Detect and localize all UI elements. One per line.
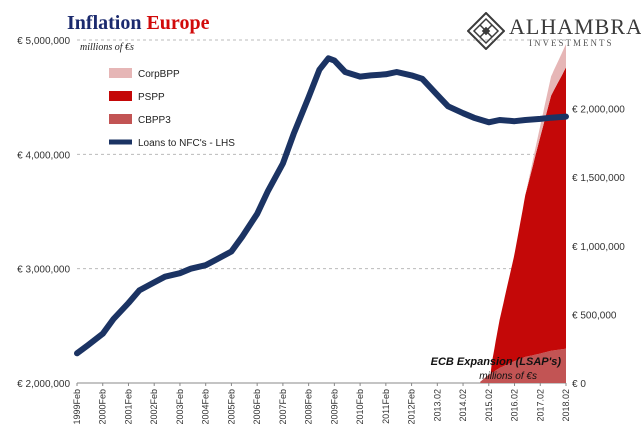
legend-label: Loans to NFC's - LHS: [138, 138, 235, 149]
right-axis: € 0 € 500,000 € 1,000,000 € 1,500,000 € 2,00…: [572, 105, 625, 390]
legend-label: CorpBPP: [138, 69, 180, 80]
x-tick-label: 2007Feb: [278, 389, 288, 425]
annotation-line-2: millions of €s: [479, 371, 537, 382]
x-tick-label: 2016.02: [510, 389, 520, 422]
legend-label: CBPP3: [138, 115, 171, 126]
title-part-1: Inflation: [67, 12, 142, 34]
x-tick-label: 2000Feb: [98, 389, 108, 425]
legend-label: PSPP: [138, 92, 165, 103]
left-tick-label: € 3,000,000: [17, 265, 70, 276]
x-tick-label: 2009Feb: [329, 389, 339, 425]
x-tick-label: 2014.02: [458, 389, 468, 422]
x-tick-label: 2003Feb: [175, 389, 185, 425]
x-tick-label: 2017.02: [535, 389, 545, 422]
alhambra-logo: ALHAMBRA INVESTMENTS: [467, 10, 641, 54]
loans-line: [74, 55, 569, 357]
legend-swatch: [109, 114, 132, 124]
annotation: ECB Expansion (LSAP's) millions of €s: [431, 356, 562, 382]
area-layer: [480, 44, 566, 383]
logo-name: ALHAMBRA: [509, 14, 641, 39]
legend-swatch: [109, 91, 132, 101]
left-tick-label: € 4,000,000: [17, 150, 70, 161]
corpbpp-area: [480, 44, 566, 382]
x-axis: 1999Feb 2000Feb 2001Feb 2002Feb 2003Feb 2004F…: [72, 383, 571, 425]
x-tick-label: 2006Feb: [252, 389, 262, 425]
x-tick-label: 1999Feb: [72, 389, 82, 425]
x-tick-label: 2010Feb: [355, 389, 365, 425]
right-tick-label: € 500,000: [572, 310, 617, 321]
line-layer: [74, 55, 569, 357]
x-tick-label: 2004Feb: [201, 389, 211, 425]
right-tick-label: € 1,500,000: [572, 173, 625, 184]
title-part-2: Europe: [146, 12, 210, 34]
x-tick-label: 2013.02: [432, 389, 442, 422]
left-axis: € 2,000,000 € 3,000,000 € 4,000,000 € 5,000…: [17, 36, 70, 390]
x-tick-label: 2018.02: [561, 389, 571, 422]
right-tick-label: € 2,000,000: [572, 105, 625, 116]
diamond-lattice-icon: [467, 12, 505, 50]
x-tick-label: 2015.02: [484, 389, 494, 422]
cbpp3-area: [480, 348, 566, 383]
right-tick-label: € 0: [572, 379, 586, 390]
x-tick-label: 2008Feb: [304, 389, 314, 425]
x-tick-label: 2002Feb: [149, 389, 159, 425]
x-tick-label: 2012Feb: [407, 389, 417, 425]
annotation-line-1: ECB Expansion (LSAP's): [431, 356, 562, 368]
logo-tagline: INVESTMENTS: [529, 38, 614, 48]
right-tick-label: € 1,000,000: [572, 242, 625, 253]
x-tick-label: 2005Feb: [226, 389, 236, 425]
units-note: millions of €s: [80, 42, 134, 53]
x-tick-label: 2011Feb: [381, 389, 391, 424]
pspp-area: [480, 67, 566, 382]
left-tick-label: € 2,000,000: [17, 379, 70, 390]
chart-title: Inflation Europe: [67, 12, 209, 35]
legend: CorpBPP PSPP CBPP3 Loans to NFC's - LHS: [109, 68, 235, 149]
x-tick-label: 2001Feb: [123, 389, 133, 425]
legend-swatch: [109, 68, 132, 78]
left-tick-label: € 5,000,000: [17, 36, 70, 47]
